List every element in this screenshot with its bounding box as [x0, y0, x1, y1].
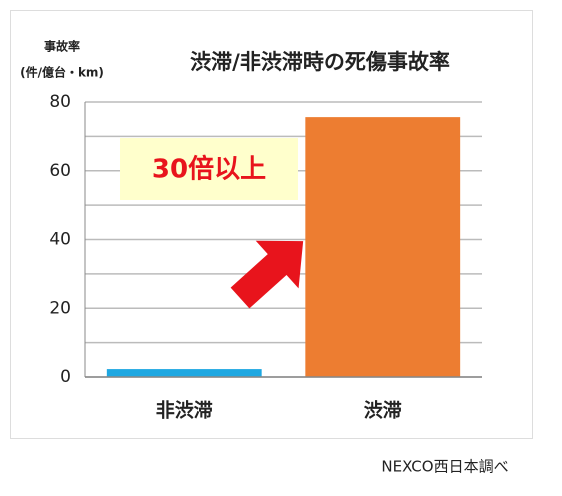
y-tick-label: 40 [49, 230, 71, 250]
y-tick-label: 80 [49, 92, 71, 112]
y-axis-unit: (件/億台・km) [20, 65, 104, 80]
plot: 0 20 40 60 80 非渋滞 渋滞 [49, 92, 482, 422]
x-tick-label: 渋滞 [364, 399, 402, 422]
annotation: 30倍以上 [152, 154, 266, 185]
y-axis-label: 事故率 [44, 39, 80, 54]
y-tick-label: 0 [60, 367, 71, 387]
y-tick-label: 20 [49, 298, 71, 318]
chart-title: 渋滞/非渋滞時の死傷事故率 [190, 50, 450, 74]
bar [305, 117, 461, 377]
x-tick-label: 非渋滞 [156, 399, 213, 422]
arrow [230, 240, 304, 309]
annotation-box [120, 138, 298, 200]
bar [106, 369, 262, 377]
y-tick-label: 60 [49, 161, 71, 181]
source: NEXCO西日本調べ [381, 458, 508, 476]
